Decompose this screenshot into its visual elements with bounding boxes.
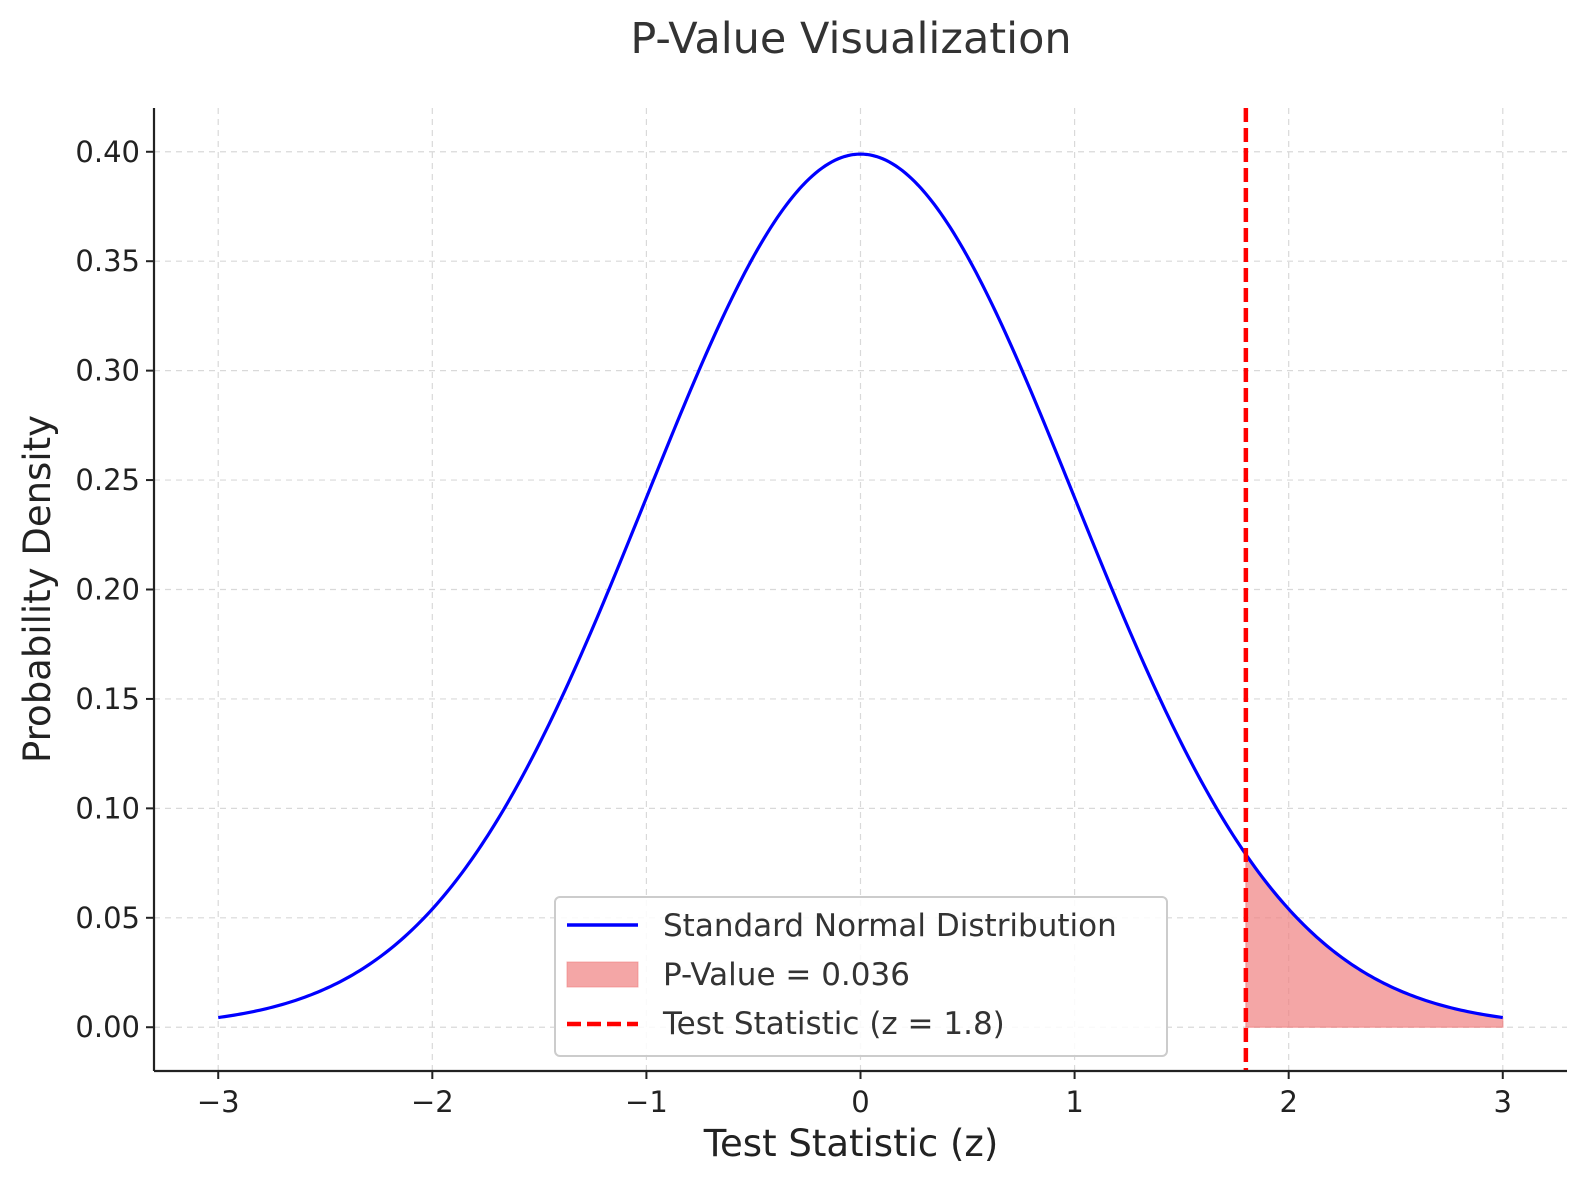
y-tick-label: 0.20 — [75, 573, 140, 607]
y-tick-label: 0.00 — [75, 1010, 140, 1044]
y-axis-label: Probability Density — [16, 415, 59, 763]
legend-box — [554, 896, 1168, 1057]
x-tick-label: 2 — [1279, 1085, 1297, 1119]
y-tick-label: 0.30 — [75, 354, 140, 388]
x-axis-label: Test Statistic (z) — [703, 1122, 999, 1165]
y-tick-label: 0.25 — [75, 463, 140, 497]
p-value-fill-layer — [1245, 852, 1504, 1028]
legend: Standard Normal Distribution P-Value = 0… — [554, 896, 1168, 1057]
x-tick-label: 1 — [1065, 1085, 1083, 1119]
y-tick-label: 0.40 — [75, 135, 140, 169]
legend-label-test-statistic: Test Statistic (z = 1.8) — [662, 1006, 1005, 1042]
legend-label-normal: Standard Normal Distribution — [663, 908, 1117, 944]
x-tick-label: 0 — [851, 1085, 869, 1119]
p-value-area — [1245, 852, 1504, 1028]
x-tick-label: −1 — [625, 1085, 668, 1119]
normal-distribution-curve — [218, 152, 1503, 1020]
x-tick-label: −3 — [197, 1085, 240, 1119]
y-tick-label: 0.15 — [75, 682, 140, 716]
y-tick-label: 0.05 — [75, 901, 140, 935]
x-tick-label: 3 — [1494, 1085, 1512, 1119]
y-ticks: 0.00 0.05 0.10 0.15 0.20 0.25 0.30 0.35 0.40 — [75, 135, 154, 1044]
x-ticks: −3 −2 −1 0 1 2 3 — [197, 1071, 1512, 1119]
curve-layer — [218, 152, 1503, 1020]
y-tick-label: 0.10 — [75, 791, 140, 825]
legend-swatch-pvalue-fill — [566, 961, 639, 988]
chart-title: P-Value Visualization — [630, 14, 1071, 64]
grid — [154, 108, 1567, 1071]
legend-label-pvalue: P-Value = 0.036 — [663, 957, 910, 993]
x-tick-label: −2 — [411, 1085, 454, 1119]
y-tick-label: 0.35 — [75, 244, 140, 278]
